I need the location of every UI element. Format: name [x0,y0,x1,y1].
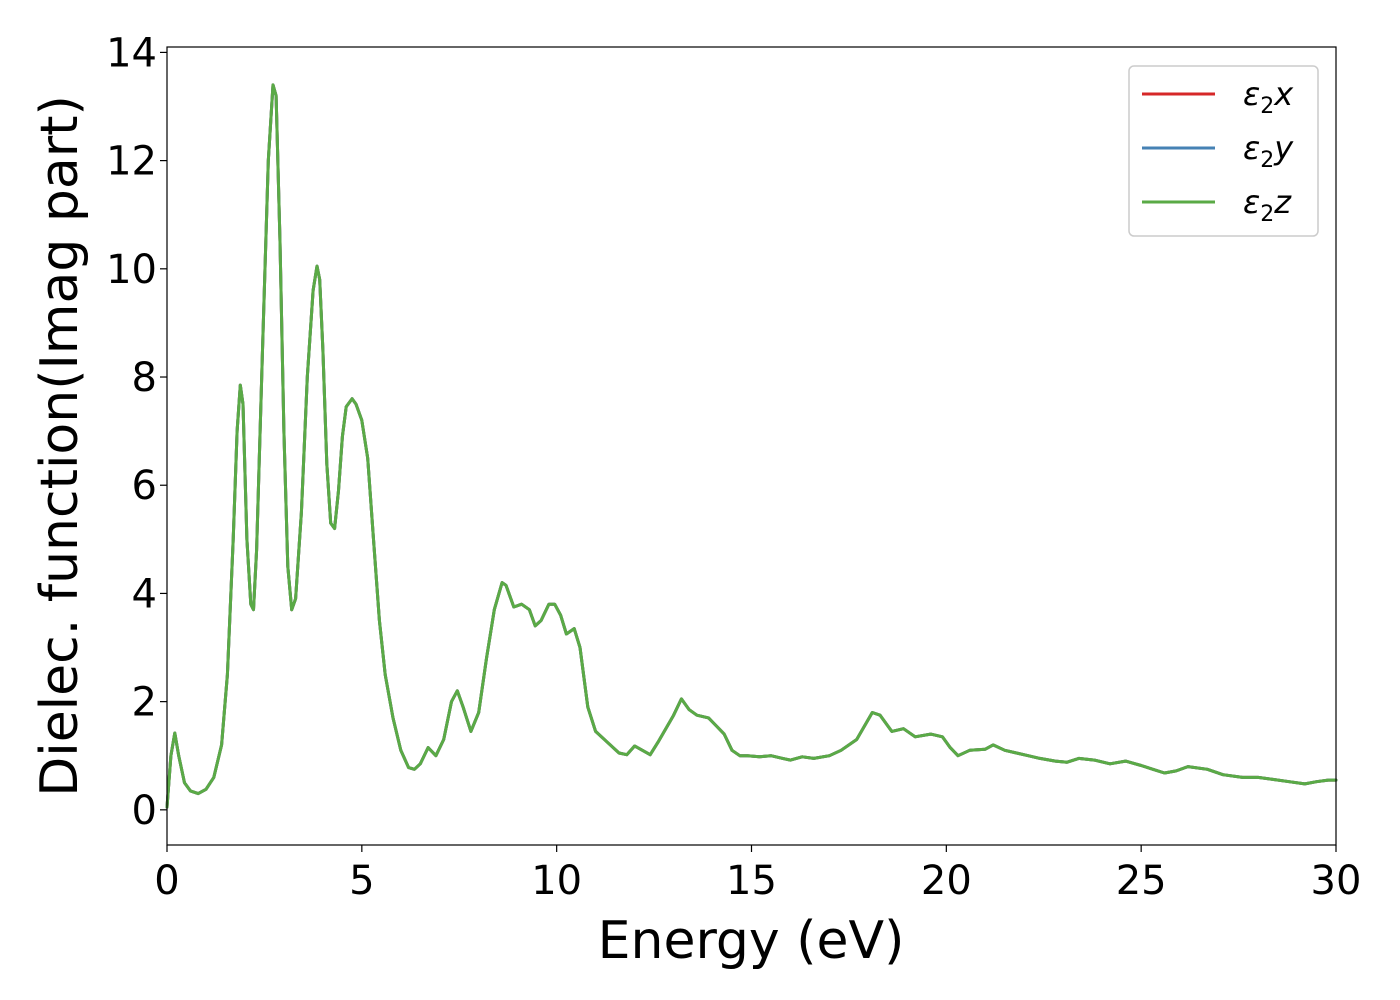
y-axis-label: Dielec. function(Imag part) [30,95,90,797]
x-tick-label: 20 [921,858,972,904]
x-tick-label: 0 [154,858,179,904]
y-axis-ticks: 0 2 4 6 8 10 12 14 [106,30,167,834]
x-tick-label: 10 [531,858,582,904]
legend: ε2x ε2y ε2z [1128,65,1319,237]
y-tick-label: 10 [106,247,157,293]
x-tick-label: 25 [1116,858,1167,904]
y-tick-label: 8 [132,355,157,401]
y-tick-label: 4 [132,571,157,617]
y-tick-label: 6 [132,463,157,509]
x-axis-ticks: 0 5 10 15 20 25 30 [154,845,1361,904]
y-tick-label: 0 [132,788,157,834]
y-tick-label: 12 [106,139,157,185]
legend-label-3: ε2z [1243,183,1292,227]
y-tick-label: 14 [106,30,157,76]
legend-label-1: ε2x [1243,75,1294,119]
legend-box [1128,65,1319,237]
x-tick-label: 30 [1311,858,1362,904]
series-line-3 [165,83,1338,809]
x-axis-label: Energy (eV) [598,911,905,971]
legend-label-2: ε2y [1243,129,1294,173]
y-tick-label: 2 [132,680,157,726]
x-tick-label: 5 [349,858,374,904]
plot-lines [165,83,1338,809]
x-tick-label: 15 [726,858,777,904]
